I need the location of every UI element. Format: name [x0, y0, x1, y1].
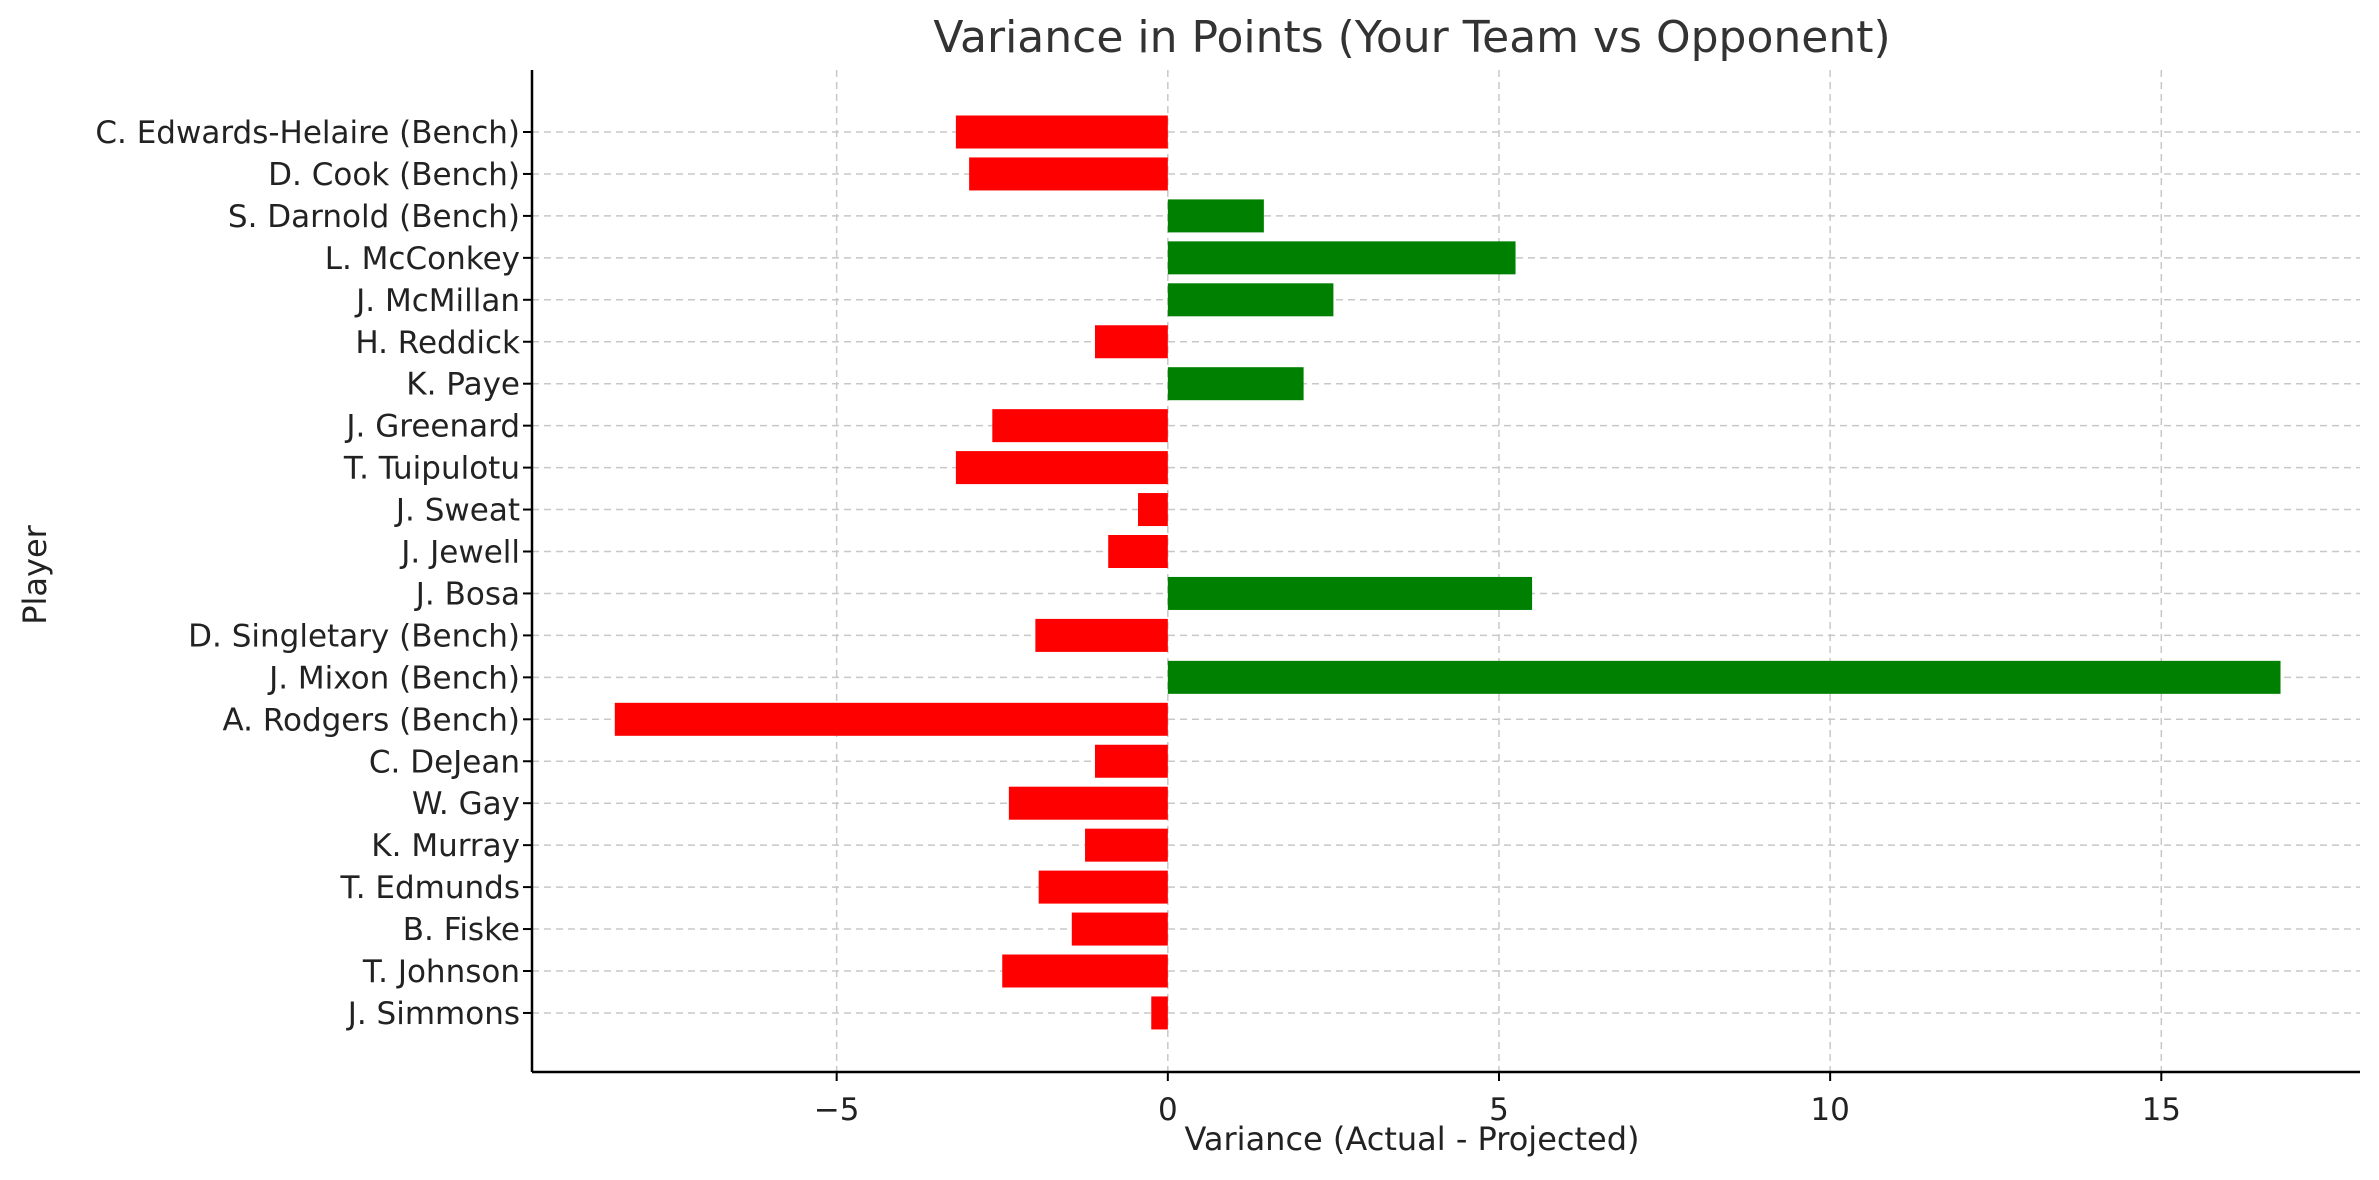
y-tick-label: D. Cook (Bench): [268, 157, 520, 193]
x-tick-label: 10: [1810, 1092, 1849, 1128]
bar: [1151, 996, 1168, 1030]
bar: [1038, 870, 1168, 904]
y-tick-label: S. Darnold (Bench): [228, 199, 520, 235]
y-tick-label: J. Jewell: [399, 535, 520, 571]
x-axis-label: Variance (Actual - Projected): [1185, 1120, 1640, 1158]
bar: [1008, 786, 1168, 820]
bar-layer: [614, 115, 2281, 1030]
bar: [1167, 660, 2281, 694]
chart-title: Variance in Points (Your Team vs Opponen…: [933, 12, 1890, 63]
y-tick-label: J. Mixon (Bench): [267, 660, 520, 696]
bar: [1138, 493, 1168, 527]
y-tick-label: J. Simmons: [346, 996, 520, 1032]
y-tick-label: T. Edmunds: [339, 870, 520, 906]
y-tick-label: C. DeJean: [369, 744, 520, 780]
bar: [1094, 744, 1168, 778]
x-tick-label: 15: [2142, 1092, 2181, 1128]
y-tick-label: L. McConkey: [325, 241, 520, 277]
y-tick-label: A. Rodgers (Bench): [222, 702, 520, 738]
bar: [969, 157, 1168, 191]
x-tick-label: 0: [1158, 1092, 1178, 1128]
y-tick-label: H. Reddick: [355, 325, 520, 361]
bar: [955, 115, 1168, 149]
bar: [1002, 954, 1168, 988]
bar: [1071, 912, 1168, 946]
grid-layer: [532, 70, 2360, 1072]
bar: [1167, 199, 1264, 233]
y-tick-label: J. Bosa: [414, 576, 520, 612]
bar: [955, 451, 1168, 485]
y-tick-label: T. Tuipulotu: [343, 451, 520, 487]
y-tick-label: J. Greenard: [344, 409, 520, 445]
bar: [1085, 828, 1168, 862]
axis-layer: −5 0 5 10 15 C. Edwards-Helaire (Bench) D. Coo…: [95, 70, 2360, 1128]
y-tick-label: K. Paye: [406, 367, 520, 403]
bar: [1035, 618, 1168, 652]
x-tick-label: −5: [814, 1092, 860, 1128]
bar: [1167, 576, 1533, 610]
y-tick-label: W. Gay: [412, 786, 520, 822]
y-tick-label: D. Singletary (Bench): [188, 618, 520, 654]
y-tick-label: K. Murray: [371, 828, 520, 864]
bar: [992, 409, 1168, 443]
bar: [614, 702, 1168, 736]
y-tick-label: J. Sweat: [394, 493, 520, 529]
y-tick-label: C. Edwards-Helaire (Bench): [95, 115, 520, 151]
y-axis-label: Player: [16, 524, 54, 624]
bar: [1167, 283, 1334, 317]
bar: [1094, 325, 1168, 359]
bar: [1167, 241, 1516, 275]
y-tick-label: J. McMillan: [354, 283, 520, 319]
y-tick-label: T. Johnson: [362, 954, 520, 990]
bar: [1167, 367, 1304, 401]
bar: [1108, 535, 1168, 568]
x-tick-label: 5: [1489, 1092, 1509, 1128]
y-tick-label: B. Fiske: [403, 912, 520, 948]
